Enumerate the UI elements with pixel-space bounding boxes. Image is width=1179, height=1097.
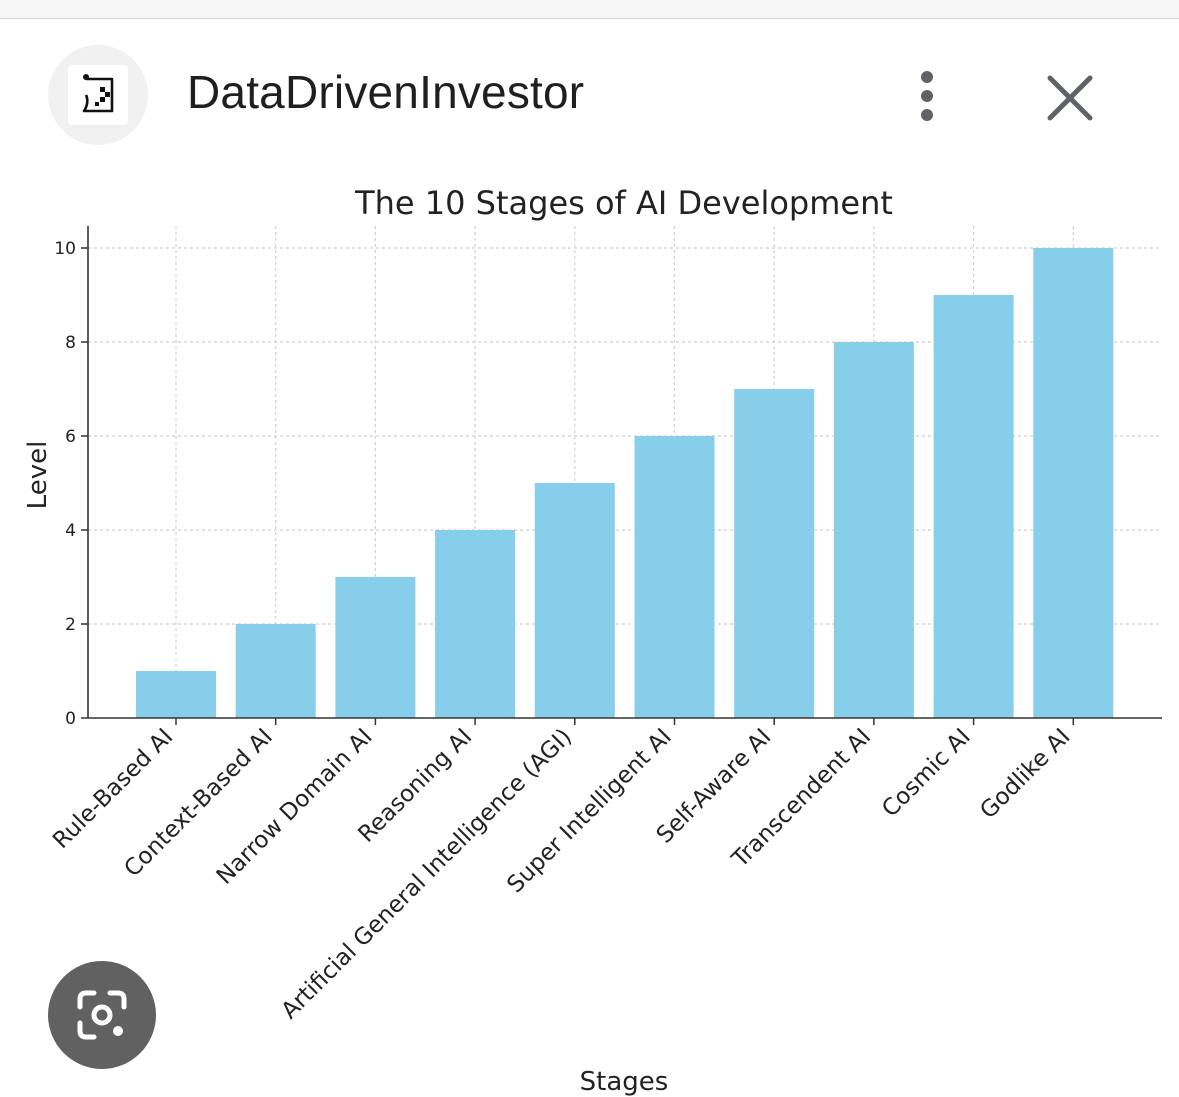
y-tick-label: 4: [65, 521, 76, 541]
bar: [335, 577, 416, 718]
y-axis-label: Level: [23, 441, 53, 510]
y-tick-label: 2: [65, 615, 76, 635]
y-tick-labels: 0 2 4 6 8 10: [54, 239, 76, 729]
bar-chart: The 10 Stages of AI Development 0246810 …: [23, 184, 1162, 1097]
site-logo-mark: [68, 65, 128, 125]
bar: [1033, 248, 1114, 718]
chart-axes: [81, 226, 1162, 725]
bar: [734, 389, 815, 718]
y-tick-label: 0: [65, 709, 76, 729]
x-tick-label: Super Intelligent AI: [502, 724, 676, 898]
more-vert-dot: [921, 90, 933, 102]
bar: [235, 624, 316, 718]
site-logo[interactable]: [48, 45, 148, 145]
y-tick-label: 10: [54, 239, 76, 259]
more-vert-icon: [921, 71, 933, 83]
chart-bars: [136, 248, 1114, 718]
chart-title: The 10 Stages of AI Development: [354, 184, 893, 222]
bar: [634, 436, 715, 718]
x-axis-label: Stages: [580, 1067, 669, 1097]
close-button[interactable]: [1044, 72, 1096, 124]
close-icon: [1047, 75, 1093, 121]
bar: [435, 530, 516, 718]
google-lens-icon: [77, 990, 127, 1040]
header: DataDrivenInvestor: [0, 18, 1179, 168]
google-lens-button[interactable]: [48, 961, 156, 1069]
bar: [833, 342, 914, 718]
bar: [136, 671, 216, 718]
x-tick-label: Cosmic AI: [877, 724, 976, 823]
bar: [933, 295, 1014, 718]
more-vert-dot: [921, 109, 933, 121]
top-strip: [0, 0, 1179, 19]
more-options-button[interactable]: [905, 68, 949, 124]
y-tick-label: 6: [65, 427, 76, 447]
x-tick-label: Godlike AI: [975, 724, 1075, 824]
y-tick-label: 8: [65, 333, 76, 353]
bar: [534, 483, 615, 718]
site-name[interactable]: DataDrivenInvestor: [187, 66, 585, 118]
bdi-logo-icon: [82, 74, 114, 113]
